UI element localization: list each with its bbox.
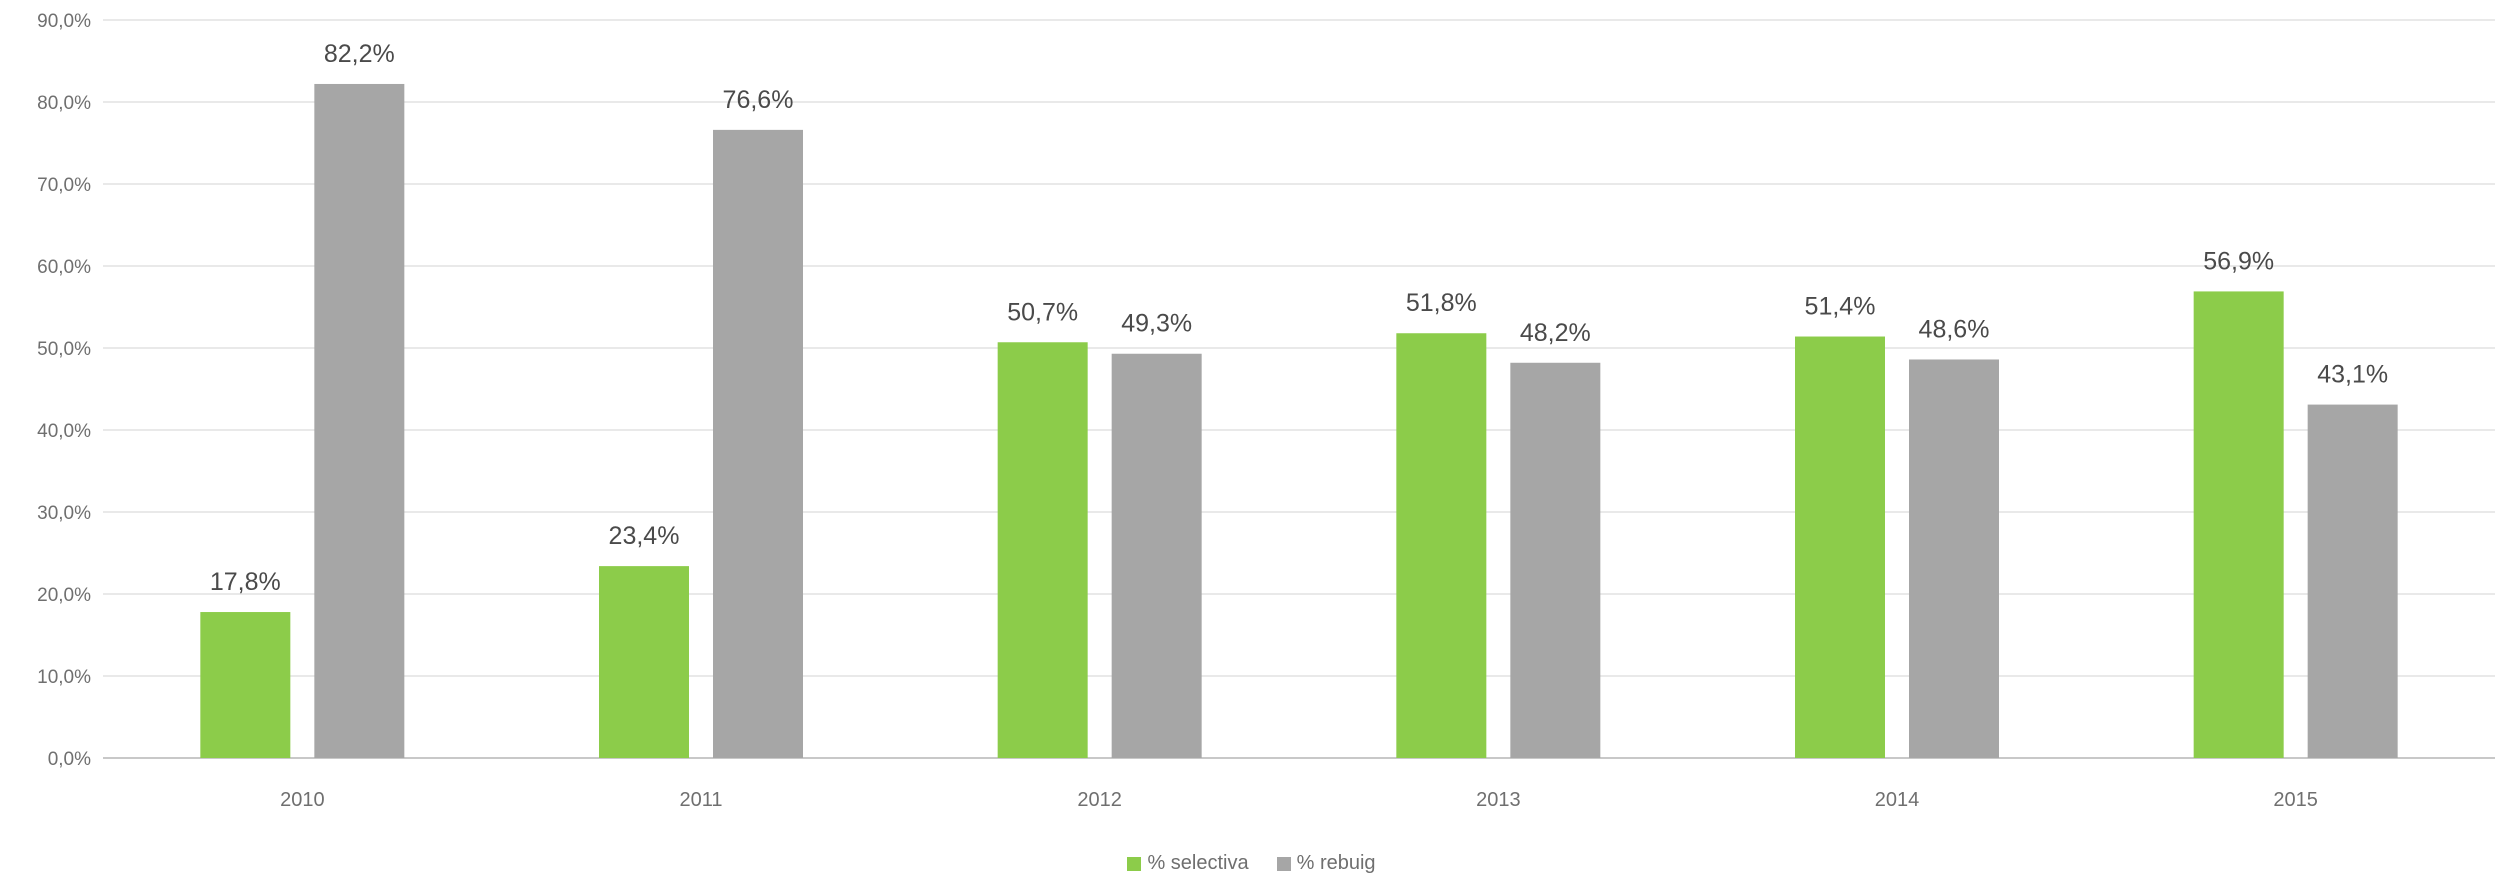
x-tick-label: 2013 xyxy=(1476,789,1521,811)
legend-label: % selectiva xyxy=(1147,852,1249,874)
x-tick-label: 2014 xyxy=(1875,789,1920,811)
y-tick-label: 20,0% xyxy=(37,585,91,606)
data-label: 17,8% xyxy=(210,568,281,596)
legend-item: % rebuig xyxy=(1276,852,1376,875)
bar-selectiva-2012 xyxy=(997,342,1088,758)
data-label: 50,7% xyxy=(1007,298,1078,326)
y-tick-label: 30,0% xyxy=(37,503,91,524)
data-label: 51,4% xyxy=(1805,293,1876,321)
y-tick-label: 60,0% xyxy=(37,257,91,278)
y-tick-label: 10,0% xyxy=(37,667,91,688)
bar-rebuig-2014 xyxy=(1909,359,1999,758)
bar-selectiva-2013 xyxy=(1396,333,1487,758)
bar-selectiva-2015 xyxy=(2193,291,2284,758)
y-tick-label: 70,0% xyxy=(37,175,91,196)
data-label: 48,2% xyxy=(1520,319,1591,347)
data-label: 51,8% xyxy=(1406,289,1477,317)
y-tick-label: 40,0% xyxy=(37,421,91,442)
y-tick-label: 80,0% xyxy=(37,93,91,114)
x-tick-label: 2011 xyxy=(679,789,722,811)
legend: % selectiva % rebuig xyxy=(0,852,2503,875)
x-tick-label: 2010 xyxy=(280,789,325,811)
x-tick-label: 2012 xyxy=(1077,789,1122,811)
data-label: 49,3% xyxy=(1121,310,1192,338)
bar-rebuig-2012 xyxy=(1111,353,1202,758)
bar-rebuig-2010 xyxy=(314,83,405,758)
bar-selectiva-2014 xyxy=(1795,336,1885,758)
y-tick-label: 0,0% xyxy=(48,749,91,770)
legend-swatch xyxy=(1276,856,1291,871)
bar-rebuig-2013 xyxy=(1510,362,1601,758)
bar-selectiva-2011 xyxy=(599,566,689,758)
bar-selectiva-2010 xyxy=(200,612,291,758)
x-tick-label: 2015 xyxy=(2273,789,2318,811)
bar-rebuig-2011 xyxy=(713,129,803,758)
data-label: 56,9% xyxy=(2203,247,2274,275)
y-tick-label: 90,0% xyxy=(37,11,91,32)
legend-swatch xyxy=(1127,856,1142,871)
bar-rebuig-2015 xyxy=(2307,404,2398,758)
data-label: 48,6% xyxy=(1919,315,1990,343)
legend-item: % selectiva xyxy=(1127,852,1249,875)
data-label: 43,1% xyxy=(2317,361,2388,389)
y-tick-label: 50,0% xyxy=(37,339,91,360)
data-label: 23,4% xyxy=(609,522,680,550)
data-label: 76,6% xyxy=(723,86,794,114)
data-label: 82,2% xyxy=(324,40,395,68)
legend-label: % rebuig xyxy=(1296,852,1376,874)
